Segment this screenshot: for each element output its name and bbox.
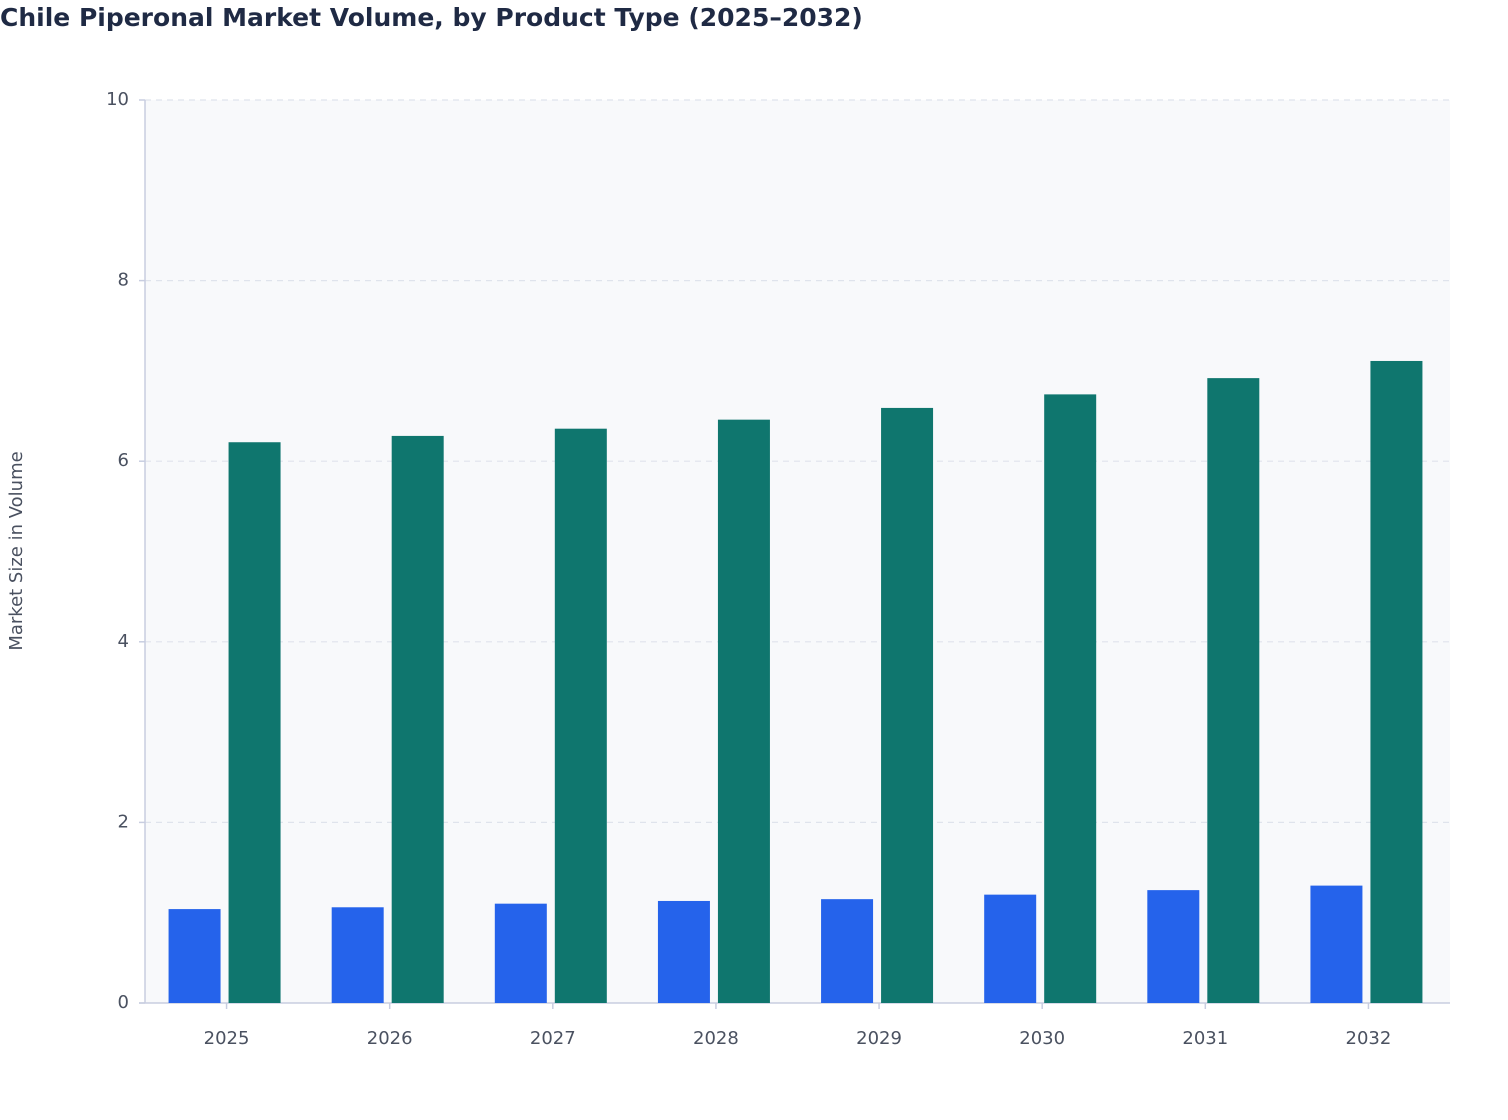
bar [331,907,384,1003]
bar [1370,360,1423,1003]
bar [1310,885,1363,1003]
bar [1147,890,1200,1003]
bar [494,903,547,1003]
bar [717,419,770,1003]
x-tick-label: 2030 [1019,1028,1065,1049]
x-tick-label: 2026 [367,1028,413,1049]
bar [391,435,444,1003]
bar [168,909,221,1003]
x-tick-label: 2031 [1182,1028,1228,1049]
bar [984,894,1037,1003]
x-tick-label: 2025 [204,1028,250,1049]
x-tick-label: 2029 [856,1028,902,1049]
y-tick-label: 8 [118,270,129,291]
x-tick-label: 2027 [530,1028,576,1049]
y-axis-label: Market Size in Volume [6,451,27,650]
y-tick-label: 6 [118,450,129,471]
x-tick-label: 2032 [1346,1028,1392,1049]
y-tick-label: 0 [118,992,129,1013]
bar [821,899,874,1003]
bar [1044,394,1097,1003]
bar [1207,378,1260,1003]
x-tick-label: 2028 [693,1028,739,1049]
bar [657,900,710,1003]
bar [554,428,607,1003]
y-tick-label: 2 [118,811,129,832]
chart-title: Chile Piperonal Market Volume, by Produc… [0,3,863,32]
bar [228,442,281,1003]
y-tick-label: 4 [118,631,129,652]
bar [881,407,934,1004]
y-tick-label: 10 [106,89,129,110]
